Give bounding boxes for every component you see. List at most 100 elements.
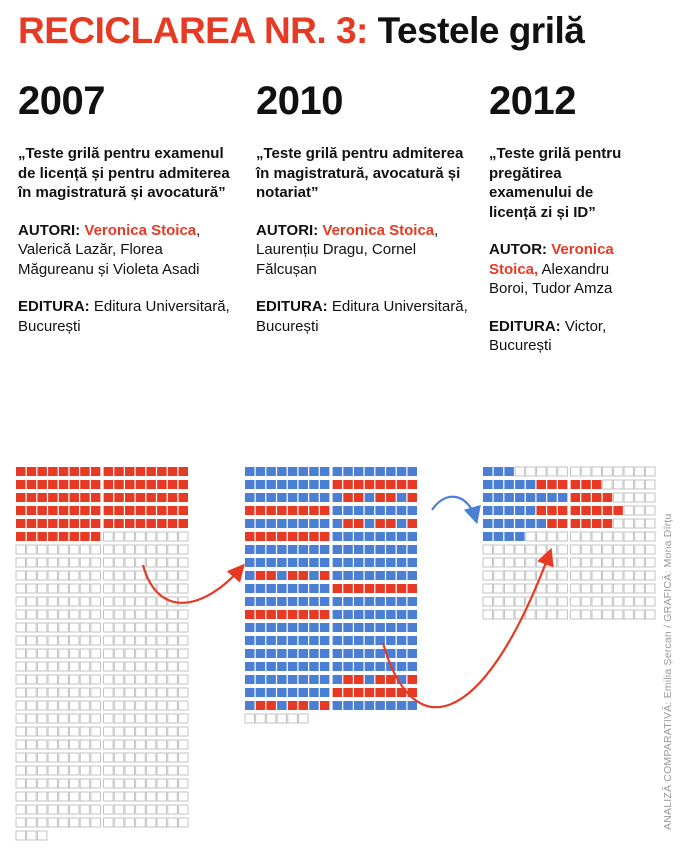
waffle-2007-page-block: [16, 480, 26, 489]
waffle-2007-page-block: [48, 480, 58, 489]
waffle-2010-page-block: [396, 558, 407, 567]
waffle-2010-page-block: [354, 597, 364, 606]
waffle-2007-page-block: [113, 791, 125, 802]
waffle-2010-page-block: [354, 571, 364, 580]
waffle-2010-page-block: [386, 636, 396, 645]
waffle-2007-page-block: [178, 752, 189, 763]
waffle-2010-page-block: [265, 713, 277, 724]
waffle-2007-page-block: [167, 687, 178, 698]
waffle-2010-page-block: [245, 532, 255, 541]
waffle-2007-page-block: [145, 713, 157, 724]
waffle-2007-page-block: [167, 570, 178, 581]
waffle-2012-page-block: [612, 466, 624, 477]
waffle-2010-page-block: [309, 662, 319, 671]
waffle-2007-page-block: [113, 765, 125, 776]
publisher: EDITURA: Editura Universitară, București: [18, 297, 233, 336]
waffle-2012-page-block: [634, 596, 645, 607]
waffle-2012-page-block: [602, 583, 613, 594]
waffle-2007-page-block: [135, 713, 146, 724]
waffle-2007-page-block: [48, 467, 58, 476]
waffle-2010-page-block: [386, 597, 396, 606]
waffle-2012-page-block: [623, 531, 635, 542]
waffle-2007-page-block: [58, 648, 69, 659]
waffle-2012-page-block: [525, 480, 536, 489]
waffle-2007-page-block: [36, 570, 48, 581]
waffle-2007-page-block: [15, 713, 26, 724]
waffle-2012-page-block: [504, 532, 514, 541]
waffle-2007-page-block: [26, 493, 37, 502]
waffle-2010-page-block: [396, 519, 407, 528]
waffle-2012-page-block: [623, 492, 635, 503]
waffle-2007-page-block: [124, 570, 135, 581]
waffle-2010-page-block: [354, 623, 364, 632]
waffle-2010-page-block: [396, 584, 407, 593]
waffle-2010-page-block: [375, 662, 385, 671]
waffle-2012-page-block: [570, 493, 581, 502]
waffle-2007-page-block: [124, 635, 135, 646]
waffle-2010-page-block: [255, 532, 266, 541]
waffle-2012-page-block: [623, 518, 635, 529]
waffle-2007-page-block: [124, 674, 135, 685]
column-2010: 2010 „Teste grilă pentru admiterea în ma…: [256, 78, 471, 354]
waffle-2010-page-block: [277, 545, 287, 554]
waffle-2007-page-block: [47, 752, 59, 763]
waffle-2010-page-block: [332, 597, 343, 606]
waffle-2012-page-block: [581, 493, 591, 502]
waffle-2012-page-block: [623, 544, 635, 555]
waffle-2010-page-block: [266, 545, 276, 554]
waffle-2007-page-block: [15, 700, 26, 711]
waffle-2012-page-block: [592, 519, 602, 528]
waffle-2007-page-block: [69, 596, 80, 607]
waffle-2010-page-block: [364, 493, 375, 502]
waffle-2010-page-block: [343, 493, 353, 502]
waffle-2007-page-block: [69, 726, 80, 737]
waffle-2010-page-block: [277, 701, 287, 710]
waffle-2012-page-block: [612, 583, 624, 594]
waffle-2010-page-block: [255, 519, 266, 528]
waffle-2007-page-block: [15, 570, 26, 581]
waffle-2007-page-block: [90, 583, 101, 594]
waffle-2010-page-block: [255, 662, 266, 671]
waffle-2010-page-block: [266, 636, 276, 645]
waffle-2007-page-block: [124, 596, 135, 607]
waffle-2007-page-block: [124, 713, 135, 724]
waffle-2010-page-block: [332, 480, 343, 489]
waffle-2007-page-block: [26, 648, 37, 659]
waffle-2007-page-block: [135, 635, 146, 646]
waffle-2010-page-block: [386, 519, 396, 528]
waffle-2007-page-block: [58, 778, 69, 789]
waffle-2007-page-block: [113, 557, 125, 568]
waffle-2012-page-block: [503, 596, 515, 607]
waffle-2007-page-block: [156, 765, 168, 776]
waffle-2007-page-block: [103, 544, 114, 555]
waffle-2007-page-block: [90, 661, 101, 672]
waffle-2012-page-block: [557, 544, 568, 555]
waffle-2007-page-block: [178, 480, 188, 489]
waffle-2010-page-block: [277, 610, 287, 619]
waffle-2010-page-block: [343, 571, 353, 580]
publisher: EDITURA: Editura Universitară, București: [256, 297, 471, 336]
authors-label: AUTOR:: [489, 241, 548, 258]
waffle-2010-page-block: [354, 662, 364, 671]
waffle-2007-page-block: [47, 661, 59, 672]
waffle-2012-page-block: [493, 506, 504, 515]
waffle-2012-page-block: [580, 583, 592, 594]
waffle-2010-page-block: [266, 519, 276, 528]
waffle-2010-page-block: [364, 506, 375, 515]
waffle-2007-page-block: [124, 765, 135, 776]
waffle-2007-page-block: [79, 791, 91, 802]
waffle-2007-page-block: [47, 544, 59, 555]
waffle-2007-page-block: [58, 583, 69, 594]
waffle-2010-page-block: [364, 532, 375, 541]
waffle-2010-page-block: [287, 584, 298, 593]
waffle-2010-page-block: [364, 597, 375, 606]
waffle-2007-page-block: [58, 791, 69, 802]
waffle-2007-page-block: [79, 635, 91, 646]
waffle-2007-page-block: [124, 622, 135, 633]
waffle-2012-page-block: [514, 596, 526, 607]
waffle-2007-page-block: [69, 467, 79, 476]
waffle-2010-page-block: [245, 649, 255, 658]
waffle-2007-page-block: [16, 532, 26, 541]
waffle-2007-page-block: [125, 506, 135, 515]
waffle-2012-page-block: [602, 609, 613, 620]
